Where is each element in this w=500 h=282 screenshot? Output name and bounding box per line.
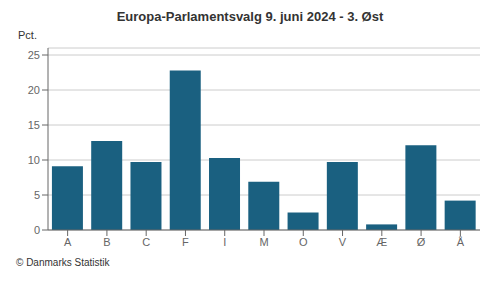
html-text:Pct.: Pct. [18,29,37,41]
svg-text:25: 25 [28,49,40,61]
svg-text:A: A [64,236,72,248]
svg-text:B: B [103,236,110,248]
svg-text:10: 10 [28,154,40,166]
svg-text:0: 0 [34,224,40,236]
svg-text:M: M [259,236,268,248]
svg-text:F: F [182,236,189,248]
svg-text:Æ: Æ [376,236,387,248]
html-text:© Danmarks Statistik: © Danmarks Statistik [16,257,110,268]
html-text:Europa-Parlamentsvalg 9. juni: Europa-Parlamentsvalg 9. juni 2024 - 3. … [116,9,384,24]
svg-text:O: O [299,236,308,248]
svg-text:Å: Å [457,236,465,248]
svg-text:Ø: Ø [417,236,426,248]
svg-text:20: 20 [28,84,40,96]
svg-text:V: V [339,236,347,248]
svg-text:I: I [223,236,226,248]
svg-text:C: C [142,236,150,248]
svg-text:15: 15 [28,119,40,131]
svg-text:5: 5 [34,189,40,201]
